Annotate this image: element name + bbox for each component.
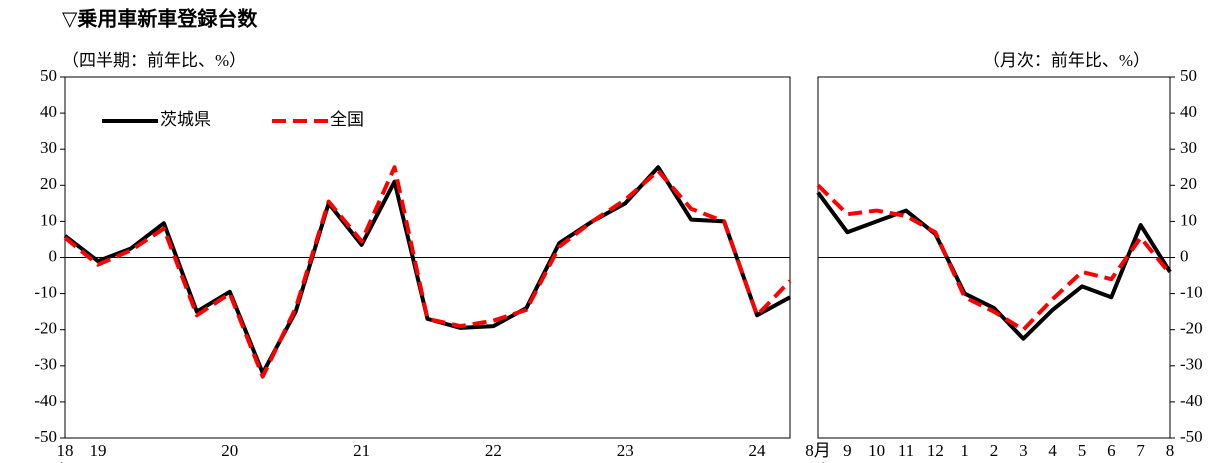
y-tick-label: -20 xyxy=(34,319,57,338)
x-year-label: 年 xyxy=(57,462,74,463)
y-tick-label: -40 xyxy=(34,391,57,410)
x-tick-label: 1 xyxy=(960,441,969,460)
y-tick-label: 10 xyxy=(40,210,57,229)
series-line xyxy=(63,165,791,376)
x-tick-label: 4 xyxy=(1048,441,1057,460)
x-tick-label: 7 xyxy=(1136,441,1145,460)
subtitle: （月次：前年比、%） xyxy=(983,51,1150,70)
series-line xyxy=(816,191,1172,341)
x-tick-label: 6 xyxy=(1107,441,1116,460)
series-line xyxy=(63,165,792,379)
x-tick-label: 11 xyxy=(898,441,914,460)
y-tick-label: 40 xyxy=(1180,102,1197,121)
y-tick-label: 20 xyxy=(1180,174,1197,193)
legend-label: 茨城県 xyxy=(160,110,211,129)
x-tick-label: 20 xyxy=(221,441,238,460)
y-tick-label: 50 xyxy=(1180,66,1197,85)
x-tick-label: 3 xyxy=(1019,441,1028,460)
y-tick-label: -30 xyxy=(1180,355,1203,374)
x-tick-label: 8 xyxy=(1166,441,1175,460)
y-tick-label: -10 xyxy=(1180,283,1203,302)
x-tick-label: 21 xyxy=(353,441,370,460)
y-tick-label: -10 xyxy=(34,283,57,302)
x-tick-label: 19 xyxy=(89,441,106,460)
y-tick-label: -50 xyxy=(1180,427,1203,446)
x-tick-label: 5 xyxy=(1078,441,1087,460)
x-year-label: 24 xyxy=(956,462,974,463)
x-tick-label: 2 xyxy=(990,441,999,460)
subtitle: （四半期：前年比、%） xyxy=(62,51,246,70)
x-tick-label: 23 xyxy=(617,441,634,460)
y-tick-label: 40 xyxy=(40,102,57,121)
y-tick-label: -40 xyxy=(1180,391,1203,410)
y-tick-label: -20 xyxy=(1180,319,1203,338)
y-tick-label: 30 xyxy=(40,138,57,157)
x-tick-label: 12 xyxy=(927,441,944,460)
x-tick-label: 18 xyxy=(57,441,74,460)
x-year-label: 23年 xyxy=(801,462,835,463)
x-tick-label: 10 xyxy=(868,441,885,460)
y-tick-label: 50 xyxy=(40,66,57,85)
chart-title: ▽乗用車新車登録台数 xyxy=(62,7,258,31)
y-tick-label: -50 xyxy=(34,427,57,446)
y-tick-label: 20 xyxy=(40,174,57,193)
x-tick-label: 22 xyxy=(485,441,502,460)
series-line xyxy=(816,183,1172,332)
x-tick-label: 9 xyxy=(843,441,852,460)
y-tick-label: 0 xyxy=(1180,246,1189,265)
legend-label: 全国 xyxy=(330,110,364,129)
y-tick-label: 10 xyxy=(1180,210,1197,229)
y-tick-label: 30 xyxy=(1180,138,1197,157)
y-tick-label: 0 xyxy=(49,246,58,265)
x-tick-label: 8月 xyxy=(805,441,831,460)
y-tick-label: -30 xyxy=(34,355,57,374)
x-tick-label: 24 xyxy=(749,441,767,460)
